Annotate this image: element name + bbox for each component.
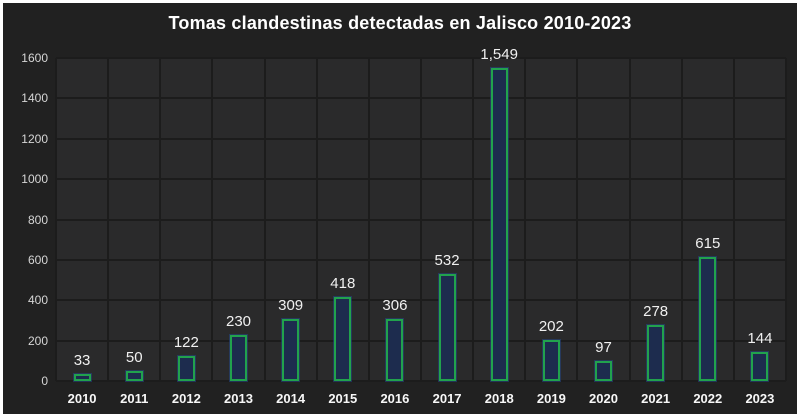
- y-axis-tick-label: 400: [27, 293, 48, 308]
- y-axis-tick-label: 0: [41, 374, 48, 388]
- bar-value-label: 230: [225, 312, 252, 330]
- y-axis-tick-label: 1200: [21, 131, 48, 146]
- y-axis-tick-label: 1400: [21, 91, 48, 106]
- bar-value-label: 306: [382, 297, 408, 315]
- x-axis-label: 2014: [276, 391, 306, 406]
- gridline-vertical: [628, 58, 631, 381]
- bar-2021: [647, 324, 665, 381]
- gridline-vertical: [315, 58, 318, 381]
- gridline-vertical: [785, 58, 787, 381]
- bar-value-label: 122: [173, 334, 199, 352]
- y-axis-tick-label: 1000: [21, 172, 48, 187]
- bar-2018: [490, 68, 508, 381]
- gridline-vertical: [107, 58, 110, 381]
- bar-value-label: 33: [73, 352, 91, 370]
- gridline-vertical: [263, 58, 266, 381]
- bar-value-label: 278: [643, 302, 669, 320]
- gridline-vertical: [159, 58, 162, 381]
- bar-2020: [595, 361, 612, 381]
- bar-value-label: 144: [747, 329, 773, 347]
- bar-2023: [751, 351, 769, 381]
- bar-value-label: 50: [125, 348, 143, 366]
- gridline-vertical: [732, 58, 735, 381]
- y-axis-tick-label: 1600: [21, 51, 48, 65]
- chart-title: Tomas clandestinas detectadas en Jalisco…: [168, 13, 632, 33]
- y-axis-tick-label: 600: [27, 252, 48, 267]
- x-axis-label: 2022: [693, 391, 723, 406]
- bar-value-label: 532: [434, 251, 460, 269]
- gridline-vertical: [211, 58, 214, 381]
- gridline-vertical: [680, 58, 683, 381]
- x-axis-label: 2016: [380, 391, 410, 406]
- x-axis-label: 2010: [67, 391, 97, 406]
- bar-value-label: 1,549: [480, 46, 518, 64]
- gridline-vertical: [472, 58, 475, 381]
- x-axis-label: 2015: [328, 391, 358, 406]
- x-axis-label: 2017: [432, 391, 462, 406]
- x-axis-label: 2021: [641, 391, 671, 406]
- x-axis-label: 2018: [484, 391, 514, 406]
- y-axis-tick-label: 200: [27, 333, 48, 348]
- x-axis-label: 2023: [745, 391, 775, 406]
- bar-2014: [282, 318, 300, 381]
- gridline-vertical: [420, 58, 422, 381]
- bar-2015: [334, 296, 352, 381]
- y-axis-tick-label: 800: [27, 212, 48, 227]
- bar-2019: [542, 340, 560, 381]
- gridline-vertical: [55, 58, 57, 381]
- bar-2017: [438, 273, 456, 381]
- x-axis-label: 2012: [171, 391, 201, 406]
- gridline-vertical: [367, 58, 370, 381]
- bar-value-label: 202: [538, 318, 564, 336]
- gridline-horizontal: [56, 380, 786, 382]
- bar-value-label: 418: [330, 274, 356, 292]
- bar-2012: [177, 356, 195, 381]
- bar-2016: [386, 319, 404, 381]
- bar-value-label: 309: [278, 296, 304, 314]
- bar-2022: [699, 256, 717, 381]
- bar-2010: [73, 374, 91, 381]
- gridline-vertical: [524, 58, 527, 381]
- x-axis-label: 2020: [589, 391, 618, 406]
- gridline-vertical: [576, 58, 579, 381]
- x-axis-label: 2019: [536, 391, 566, 406]
- bar-2013: [230, 334, 247, 381]
- x-axis-label: 2011: [120, 391, 149, 406]
- bar-value-label: 97: [595, 339, 612, 357]
- x-axis-label: 2013: [224, 391, 253, 406]
- bar-2011: [125, 370, 143, 381]
- bar-value-label: 615: [695, 234, 721, 252]
